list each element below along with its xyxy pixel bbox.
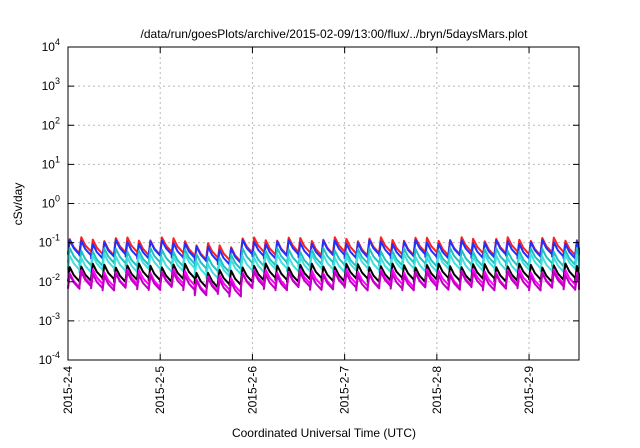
series-line-1	[67, 239, 580, 266]
y-tick-label: 101	[42, 154, 60, 171]
series-line-4	[67, 262, 580, 289]
y-tick-label: 10-1	[39, 233, 60, 250]
y-axis-label: cSv/day	[11, 183, 25, 226]
y-tick-label: 10-3	[39, 311, 60, 328]
x-tick-label: 2015-2-6	[245, 366, 259, 414]
chart-title: /data/run/goesPlots/archive/2015-02-09/1…	[141, 27, 529, 41]
y-tick-label: 103	[42, 76, 60, 93]
x-tick-label: 2015-2-4	[61, 366, 75, 414]
x-tick-label: 2015-2-9	[522, 366, 536, 414]
series-layer	[67, 236, 580, 298]
grid-lines	[68, 47, 579, 360]
y-tick-label: 100	[42, 194, 60, 211]
y-axis: 10-4 10-3 10-2 10-1 100 101 102 103 104	[39, 37, 579, 367]
y-tick-label: 10-2	[39, 272, 60, 289]
series-line-6	[67, 270, 580, 298]
y-tick-label: 102	[42, 115, 60, 132]
series-line-2	[67, 247, 580, 274]
x-axis: 2015-2-4 2015-2-5 2015-2-6 2015-2-7 2015-2-8…	[61, 47, 536, 414]
x-tick-label: 2015-2-5	[153, 366, 167, 414]
x-tick-label: 2015-2-8	[430, 366, 444, 414]
x-axis-label: Coordinated Universal Time (UTC)	[232, 426, 416, 440]
series-line-3	[67, 252, 580, 280]
x-tick-label: 2015-2-7	[338, 366, 352, 414]
y-tick-label: 10-4	[39, 350, 60, 367]
y-tick-label: 104	[42, 37, 60, 54]
